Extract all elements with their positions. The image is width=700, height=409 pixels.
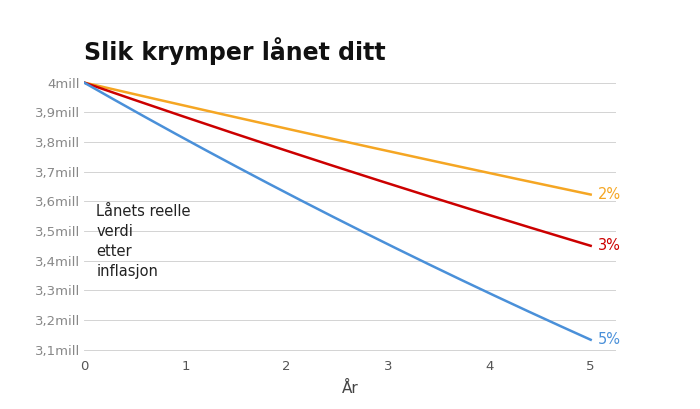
Text: 5%: 5%: [598, 332, 621, 347]
Text: Slik krymper lånet ditt: Slik krymper lånet ditt: [84, 37, 386, 65]
Text: 2%: 2%: [598, 187, 621, 202]
Text: 3%: 3%: [598, 238, 621, 253]
Text: Lånets reelle
verdi
etter
inflasjon: Lånets reelle verdi etter inflasjon: [96, 204, 190, 279]
X-axis label: År: År: [342, 381, 358, 396]
